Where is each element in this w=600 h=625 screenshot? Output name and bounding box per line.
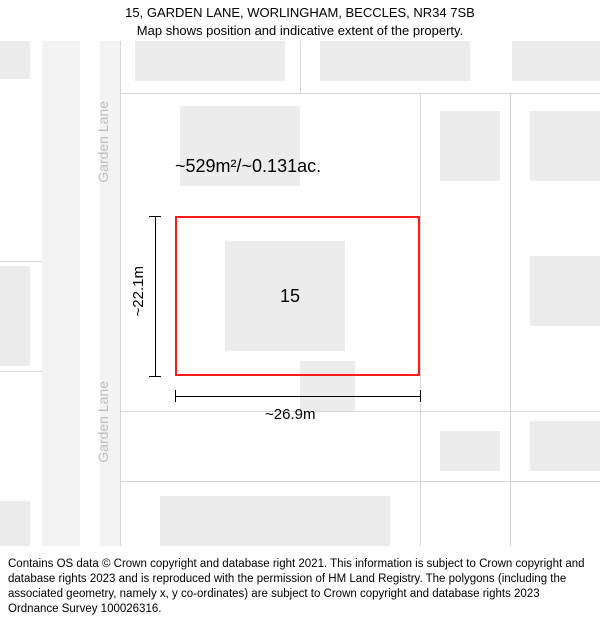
header: 15, GARDEN LANE, WORLINGHAM, BECCLES, NR… [0,0,600,41]
building-10 [530,256,600,326]
dim-width-label: ~26.9m [265,406,315,423]
dim-width-cap-right [420,390,421,402]
footer-copyright: Contains OS data © Crown copyright and d… [0,551,600,625]
building-7 [440,111,500,181]
plot-line-3 [420,93,421,546]
dim-height-cap-top [149,216,161,217]
building-4 [320,41,470,81]
building-13 [530,421,600,471]
area-label: ~529m²/~0.131ac. [175,156,321,177]
plot-line-8 [0,371,42,372]
map-canvas: Garden Lane Garden Lane ~22.1m ~26.9m ~529m²… [0,41,600,546]
building-5 [512,41,600,81]
dim-height-line [155,216,156,376]
dim-height-label: ~22.1m [130,266,147,316]
building-1 [0,266,30,366]
plot-line-0 [120,93,600,94]
plot-line-6 [510,93,511,546]
dim-width-cap-left [175,390,176,402]
road-label-1: Garden Lane [95,381,111,463]
plot-line-1 [120,411,600,412]
dim-width-line [175,396,420,397]
road-0 [42,41,80,546]
building-14 [160,496,390,546]
subject-number: 15 [280,286,300,307]
subtitle-line: Map shows position and indicative extent… [10,22,590,40]
plot-line-2 [120,481,600,482]
dim-height-cap-bot [149,376,161,377]
address-line: 15, GARDEN LANE, WORLINGHAM, BECCLES, NR… [10,4,590,22]
plot-line-4 [300,41,301,93]
plot-line-5 [120,41,121,546]
building-8 [530,111,600,181]
building-3 [135,41,285,81]
building-12 [440,431,500,471]
building-2 [0,501,30,546]
plot-line-7 [0,261,42,262]
building-0 [0,41,30,79]
road-label-0: Garden Lane [95,101,111,183]
